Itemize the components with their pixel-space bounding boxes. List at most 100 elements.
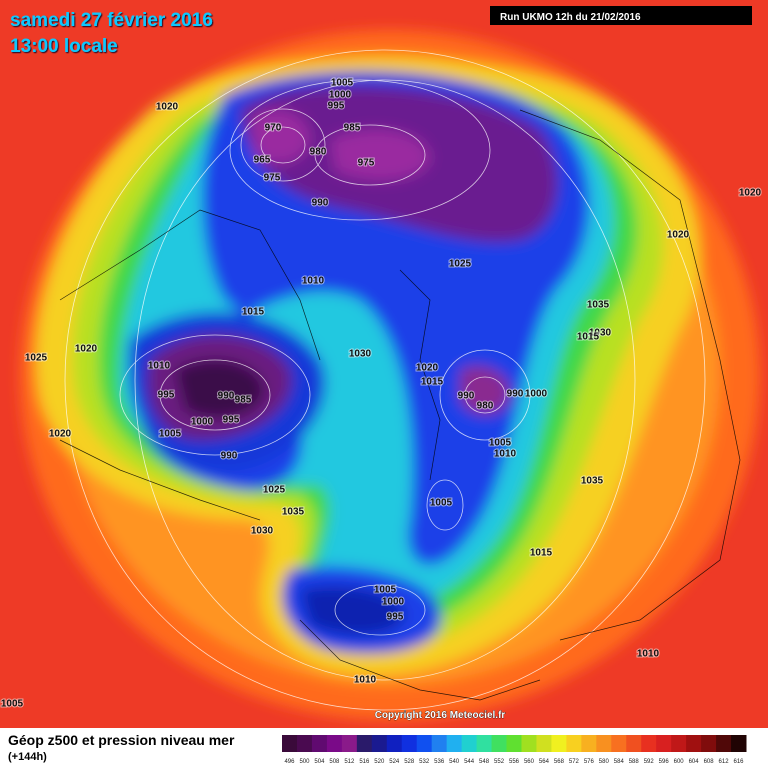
colorbar-swatch — [656, 735, 672, 752]
isobar-label: 985 — [344, 123, 361, 134]
copyright: Copyright 2016 Meteociel.fr — [375, 710, 506, 721]
isobar-label: 990 — [458, 391, 475, 402]
isobar-label: 1035 — [581, 476, 604, 487]
isobar-label: 1025 — [263, 485, 286, 496]
colorbar-swatch — [326, 735, 343, 752]
colorbar-swatch — [716, 735, 732, 752]
colorbar-swatch — [551, 735, 567, 752]
isobar-label: 1015 — [242, 307, 265, 318]
colorbar-swatch — [521, 735, 537, 752]
colorbar-label: 548 — [479, 759, 490, 765]
isobar-label: 1005 — [331, 78, 354, 89]
isobar-label: 995 — [328, 101, 345, 112]
isobar-label: 995 — [158, 390, 175, 401]
isobar-label: 975 — [358, 158, 375, 169]
colorbar-label: 588 — [629, 759, 640, 765]
colorbar-swatch — [626, 735, 642, 752]
isobar-label: 1005 — [374, 585, 397, 596]
colorbar-swatch — [356, 735, 373, 752]
colorbar-swatch — [566, 735, 582, 752]
isobar-label: 1035 — [282, 507, 305, 518]
colorbar-swatch — [581, 735, 597, 752]
isobar-label: 975 — [264, 173, 281, 184]
isobar-label: 1010 — [494, 449, 517, 460]
isobar-label: 1020 — [416, 363, 439, 374]
title: samedi 27 février 2016 — [10, 10, 213, 31]
colorbar-swatch — [476, 735, 493, 752]
colorbar-swatch — [686, 735, 702, 752]
colorbar-swatch — [311, 735, 328, 752]
colorbar-swatch — [296, 735, 313, 752]
colorbar-label: 504 — [314, 759, 325, 765]
run-box — [490, 6, 752, 25]
isobar-label: 1020 — [75, 344, 98, 355]
colorbar-label: 512 — [344, 759, 355, 765]
isobar-label: 1020 — [49, 429, 72, 440]
isobar-label: 980 — [310, 147, 327, 158]
isobar-label: 1010 — [354, 675, 377, 686]
colorbar-swatch — [731, 735, 747, 752]
colorbar-swatch — [401, 735, 418, 752]
isobar-label: 1000 — [525, 389, 548, 400]
colorbar-label: 540 — [449, 759, 460, 765]
isobar-label: 990 — [507, 389, 524, 400]
colorbar-label: 564 — [539, 759, 550, 765]
colorbar-label: 556 — [509, 759, 520, 765]
colorbar-swatch — [461, 735, 478, 752]
isobar-label: 1020 — [739, 188, 762, 199]
isobar-label: 990 — [312, 198, 329, 209]
colorbar-label: 552 — [494, 759, 505, 765]
colorbar-swatch — [701, 735, 717, 752]
colorbar-swatch — [611, 735, 627, 752]
isobar-label: 1005 — [489, 438, 512, 449]
footer-subtitle: (+144h) — [8, 751, 47, 763]
colorbar-swatch — [386, 735, 403, 752]
colorbar-label: 528 — [404, 759, 415, 765]
colorbar-swatch — [641, 735, 657, 752]
colorbar-label: 608 — [704, 759, 715, 765]
colorbar-label: 532 — [419, 759, 430, 765]
isobar-label: 1015 — [577, 332, 600, 343]
isobar-label: 1015 — [530, 548, 553, 559]
colorbar-label: 560 — [524, 759, 535, 765]
isobar-label: 1020 — [667, 230, 690, 241]
isobar-label: 985 — [235, 395, 252, 406]
isobar-label: 1010 — [637, 649, 660, 660]
isobar-label: 1025 — [449, 259, 472, 270]
isobar-label: 1005 — [159, 429, 182, 440]
colorbar-label: 544 — [464, 759, 475, 765]
isobar-label: 980 — [477, 401, 494, 412]
isobar-label: 1010 — [302, 276, 325, 287]
isobar-label: 1000 — [382, 597, 405, 608]
colorbar-label: 500 — [299, 759, 310, 765]
colorbar-label: 576 — [584, 759, 595, 765]
colorbar-swatch — [491, 735, 508, 752]
colorbar-label: 616 — [734, 759, 745, 765]
isobar-label: 1015 — [421, 377, 444, 388]
colorbar-label: 496 — [284, 759, 295, 765]
isobar-label: 1020 — [156, 102, 179, 113]
isobar-label: 1030 — [349, 349, 372, 360]
isobar-label: 990 — [218, 391, 235, 402]
isobar-label: 1025 — [25, 353, 48, 364]
isobar-label: 995 — [387, 612, 404, 623]
colorbar-swatch — [506, 735, 522, 752]
colorbar-label: 612 — [719, 759, 730, 765]
colorbar-swatch — [536, 735, 552, 752]
colorbar-swatch — [431, 735, 448, 752]
colorbar-label: 572 — [569, 759, 580, 765]
colorbar-label: 604 — [689, 759, 700, 765]
isobar-label: 1000 — [329, 90, 352, 101]
colorbar-label: 520 — [374, 759, 385, 765]
colorbar-label: 536 — [434, 759, 445, 765]
colorbar-label: 596 — [659, 759, 670, 765]
colorbar-label: 568 — [554, 759, 565, 765]
colorbar-swatch — [282, 735, 298, 752]
colorbar-swatch — [671, 735, 687, 752]
colorbar-label: 580 — [599, 759, 610, 765]
isobar-label: 1035 — [587, 300, 610, 311]
colorbar-label: 592 — [644, 759, 655, 765]
isobar-label: 970 — [265, 123, 282, 134]
